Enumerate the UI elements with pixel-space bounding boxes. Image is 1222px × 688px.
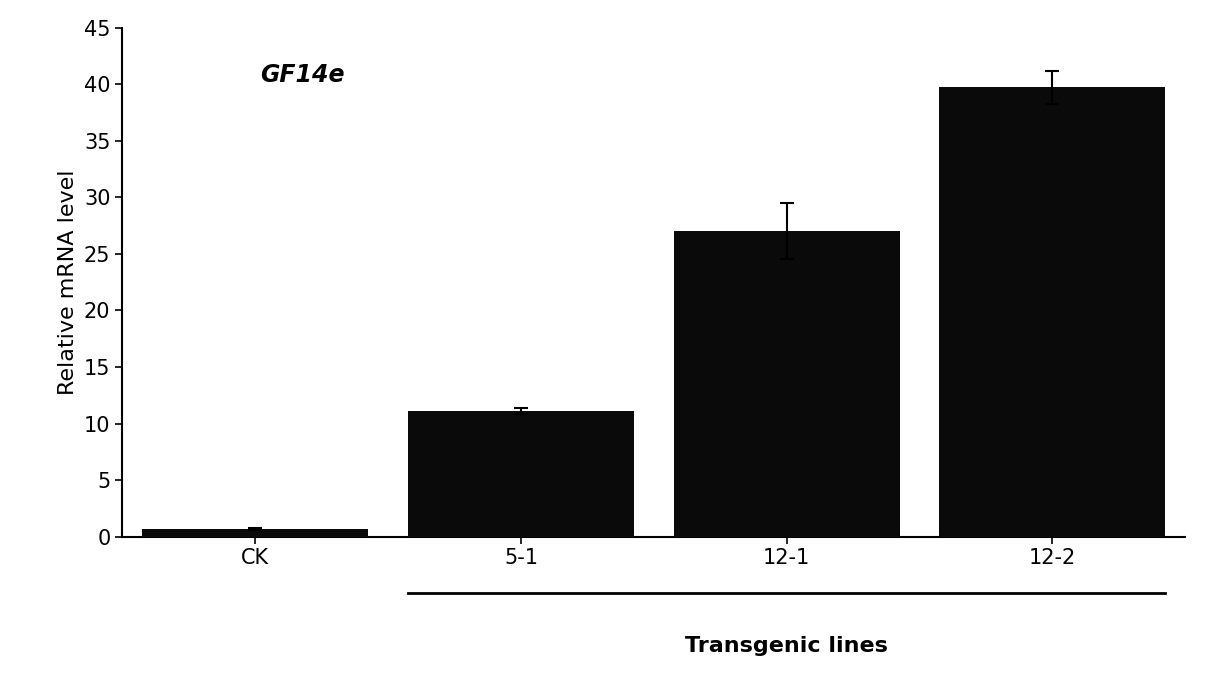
Text: GF14e: GF14e [260, 63, 345, 87]
Bar [408, 411, 634, 537]
Bar [940, 87, 1166, 537]
Bar [673, 231, 899, 537]
Text: Transgenic lines: Transgenic lines [686, 636, 888, 656]
Bar [142, 529, 368, 537]
Y-axis label: Relative mRNA level: Relative mRNA level [59, 169, 78, 395]
